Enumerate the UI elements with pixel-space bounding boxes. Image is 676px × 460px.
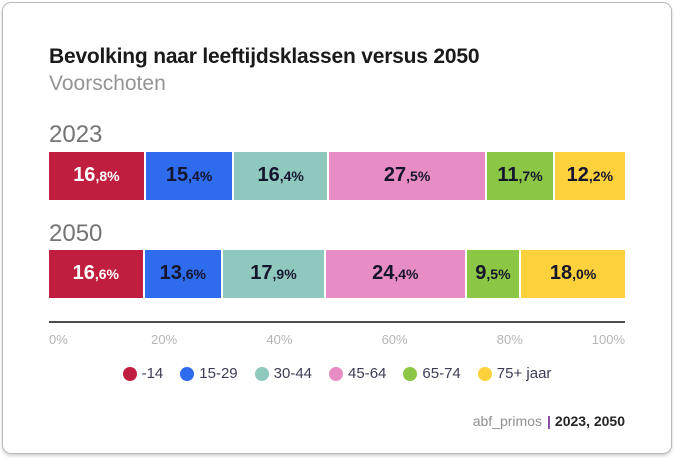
bar-segment-2023-45-64[interactable]: 27,5% [328, 151, 488, 200]
stacked-bar-2023: 16,8% 15,4% 16,4% 27,5% 11,7% 12,2% [49, 151, 625, 200]
segment-value-int: 16 [257, 163, 280, 186]
legend-item-65-74[interactable]: 65-74 [403, 365, 461, 383]
segment-value-dec: ,5% [406, 167, 431, 184]
x-tick-0: 0% [49, 332, 68, 348]
stacked-bar-2050: 16,6% 13,6% 17,9% 24,4% 9,5% 18,0% [49, 250, 625, 299]
bar-segment-2050-14[interactable]: 16,6% [49, 250, 145, 299]
segment-value-dec: ,8% [95, 167, 120, 184]
segment-value-int: 9 [475, 262, 487, 285]
legend-item-14[interactable]: -14 [122, 365, 164, 383]
segment-value-int: 12 [566, 163, 589, 186]
segment-value-int: 16 [73, 163, 96, 186]
segment-value-dec: ,6% [94, 266, 119, 283]
bar-segment-2023-65-74[interactable]: 11,7% [487, 151, 555, 200]
legend-label: 30-44 [273, 365, 313, 383]
chart-rows: 2023 16,8% 15,4% 16,4% 27,5% 11,7% 12,2% 2050 16… [49, 121, 625, 299]
segment-value-int: 27 [383, 163, 407, 186]
chart-title: Bevolking naar leeftijdsklassen versus 2… [49, 45, 480, 68]
segment-value-int: 17 [250, 262, 273, 285]
legend-swatch-icon [254, 366, 269, 381]
legend-label: 65-74 [422, 365, 461, 383]
legend-item-45-64[interactable]: 45-64 [329, 365, 386, 382]
segment-value-dec: ,0% [572, 266, 597, 283]
legend-label: 75+ jaar [496, 365, 552, 383]
bar-segment-2023-14[interactable]: 16,8% [49, 151, 146, 200]
bar-segment-2023-15-29[interactable]: 15,4% [145, 151, 235, 200]
x-tick-100: 100% [591, 332, 625, 348]
chart-subtitle: Voorschoten [49, 72, 166, 96]
segment-value-dec: ,9% [272, 266, 297, 283]
legend-item-15-29[interactable]: 15-29 [180, 365, 238, 383]
chart-footer: abf_primos | 2023, 2050 [49, 413, 625, 429]
segment-value-int: 11 [497, 163, 519, 186]
legend-swatch-icon [403, 366, 418, 381]
segment-value-dec: ,2% [588, 167, 614, 184]
segment-value-dec: ,4% [394, 266, 419, 283]
legend-label: 15-29 [199, 365, 238, 383]
legend-swatch-icon [122, 366, 137, 381]
segment-value-dec: ,5% [486, 266, 511, 283]
x-axis: 0% 20% 40% 60% 80% 100% [49, 321, 625, 363]
legend-item-75-jaar[interactable]: 75+ jaar [477, 365, 552, 383]
footer-separator: | [547, 413, 551, 430]
legend-swatch-icon [477, 366, 492, 381]
segment-value-int: 24 [372, 262, 395, 285]
bar-segment-2050-65-74[interactable]: 9,5% [466, 250, 522, 299]
bar-segment-2050-30-44[interactable]: 17,9% [222, 250, 327, 299]
legend-swatch-icon [180, 366, 195, 381]
bar-segment-2050-75-jaar[interactable]: 18,0% [521, 250, 625, 299]
x-tick-20: 20% [151, 332, 178, 348]
segment-value-int: 18 [549, 262, 573, 285]
segment-value-dec: ,7% [518, 167, 543, 184]
segment-value-int: 16 [72, 262, 95, 285]
chart-card: Bevolking naar leeftijdsklassen versus 2… [2, 2, 672, 454]
footer-years: 2023, 2050 [554, 413, 625, 430]
series-row-2050: 2050 16,6% 13,6% 17,9% 24,4% 9,5% 18,0% [49, 219, 625, 299]
footer-source: abf_primos [472, 413, 542, 430]
bar-segment-2050-15-29[interactable]: 13,6% [144, 250, 223, 299]
segment-value-dec: ,4% [279, 167, 304, 184]
x-tick-60: 60% [381, 332, 408, 348]
bar-segment-2050-45-64[interactable]: 24,4% [326, 250, 467, 299]
legend-swatch-icon [329, 366, 344, 381]
series-label-2050: 2050 [49, 219, 103, 247]
legend-item-30-44[interactable]: 30-44 [254, 365, 313, 383]
series-row-2023: 2023 16,8% 15,4% 16,4% 27,5% 11,7% 12,2% [49, 121, 625, 200]
segment-value-int: 13 [159, 262, 182, 285]
legend-label: 45-64 [348, 365, 387, 383]
x-tick-40: 40% [266, 332, 293, 348]
segment-value-dec: ,6% [181, 266, 206, 283]
series-label-2023: 2023 [49, 121, 103, 149]
legend: -14 15-29 30-44 45-64 65-74 75+ jaar [49, 365, 625, 382]
segment-value-int: 15 [165, 163, 189, 186]
legend-label: -14 [141, 365, 164, 383]
segment-value-dec: ,4% [188, 167, 213, 184]
bar-segment-2023-30-44[interactable]: 16,4% [234, 151, 329, 200]
bar-segment-2023-75-jaar[interactable]: 12,2% [554, 151, 625, 200]
x-tick-80: 80% [496, 332, 523, 348]
